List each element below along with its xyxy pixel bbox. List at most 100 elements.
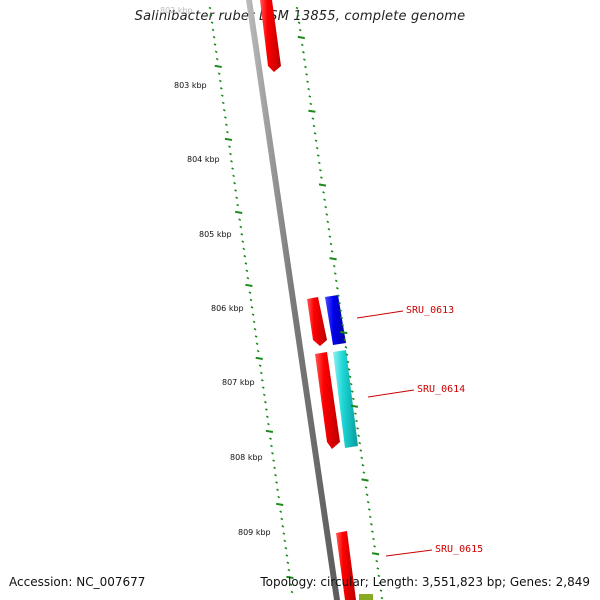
ruler-minor-tick (378, 581, 382, 585)
ruler-minor-tick (290, 590, 294, 594)
genome-backbone (246, 0, 340, 600)
ruler-minor-tick (375, 559, 379, 563)
ruler-minor-tick (372, 537, 375, 541)
ruler-minor-tick (234, 189, 238, 192)
gene-block-sru-0614 (333, 350, 358, 448)
ruler-minor-tick (214, 50, 218, 54)
ruler-minor-tick (284, 546, 288, 550)
ruler-minor-tick (211, 28, 215, 32)
tick-label: 807 kbp (222, 378, 255, 387)
gene-label-sru-0614: SRU_0614 (417, 384, 465, 395)
ruler-minor-tick (208, 6, 212, 10)
ruler-minor-tick (251, 313, 255, 316)
ruler-minor-tick (302, 58, 306, 61)
ruler-minor-tick (322, 191, 326, 194)
label-line-sru-0615 (385, 549, 433, 557)
tick-label: 802 kbp (160, 6, 193, 15)
ruler-minor-tick (276, 488, 280, 492)
ruler-minor-tick (326, 220, 330, 224)
gene-arrow-forward (307, 297, 327, 346)
ruler-minor-tick (345, 353, 349, 356)
ruler-right (295, 6, 384, 600)
ruler-minor-tick (219, 87, 223, 90)
ruler-minor-tick (213, 43, 217, 46)
ruler-minor-tick (379, 589, 383, 592)
gene-arrow-forward (260, 0, 281, 72)
ruler-minor-tick (308, 95, 312, 98)
ruler-major-tick (308, 109, 316, 113)
tick-label: 803 kbp (174, 81, 207, 90)
ruler-minor-tick (264, 408, 268, 411)
ruler-minor-tick (332, 264, 336, 268)
ruler-minor-tick (368, 515, 372, 519)
ruler-minor-tick (258, 364, 262, 367)
ruler-minor-tick (380, 596, 384, 600)
gene-label-sru-0615: SRU_0615 (435, 544, 483, 555)
ruler-minor-tick (330, 250, 334, 253)
ruler-minor-tick (324, 205, 328, 209)
ruler-minor-tick (348, 375, 352, 379)
ruler-minor-tick (298, 28, 302, 32)
gene-arrow-forward (359, 594, 373, 600)
ruler-minor-tick (377, 574, 381, 578)
label-line-sru-0614 (367, 389, 415, 398)
ruler-minor-tick (241, 240, 245, 243)
gene-block-sru-0613 (325, 295, 346, 345)
ruler-minor-tick (316, 154, 320, 157)
ruler-minor-tick (295, 6, 299, 10)
ruler-minor-tick (358, 441, 362, 445)
ruler-minor-tick (218, 79, 222, 83)
ruler-minor-tick (376, 567, 380, 570)
ruler-minor-tick (283, 539, 287, 543)
ruler-minor-tick (266, 422, 270, 426)
ruler-left (208, 6, 294, 594)
ruler-minor-tick (350, 390, 354, 393)
ruler-minor-tick (305, 73, 309, 76)
ruler-major-tick (245, 283, 253, 287)
ruler-minor-tick (238, 218, 242, 221)
tick-label: 808 kbp (230, 453, 263, 462)
ruler-minor-tick (304, 65, 307, 69)
ruler-minor-tick (254, 335, 258, 338)
ruler-minor-tick (313, 132, 317, 135)
ruler-minor-tick (275, 481, 279, 484)
ruler-minor-tick (233, 181, 237, 185)
tick-label: 805 kbp (199, 230, 232, 239)
ruler-minor-tick (349, 382, 353, 386)
ruler-minor-tick (229, 152, 232, 156)
ruler-minor-tick (353, 412, 357, 415)
ruler-minor-tick (223, 116, 227, 119)
gene-label-sru-0613: SRU_0613 (406, 305, 454, 316)
ruler-minor-tick (242, 247, 246, 251)
ruler-minor-tick (334, 279, 338, 283)
ruler-minor-tick (341, 323, 345, 327)
ruler-minor-tick (235, 196, 239, 200)
ruler-minor-tick (246, 276, 250, 280)
ruler-minor-tick (249, 298, 253, 302)
ruler-minor-tick (355, 419, 358, 423)
ruler-minor-tick (243, 254, 247, 258)
ruler-minor-tick (225, 130, 229, 134)
ruler-minor-tick (239, 225, 243, 229)
ruler-minor-tick (210, 21, 214, 24)
gene-arrow-forward (336, 531, 356, 600)
ruler-minor-tick (279, 510, 283, 513)
ruler-minor-tick (236, 203, 240, 207)
ruler-minor-tick (274, 473, 278, 477)
ruler-minor-tick (286, 561, 290, 565)
ruler-minor-tick (273, 466, 277, 470)
ruler-minor-tick (361, 463, 365, 467)
tick-label: 809 kbp (238, 528, 271, 537)
ruler-major-tick (255, 356, 263, 360)
ruler-minor-tick (300, 43, 304, 47)
ruler-minor-tick (333, 272, 337, 275)
ruler-minor-tick (309, 102, 313, 106)
ruler-minor-tick (248, 291, 252, 294)
map-title: Salinibacter ruber DSM 13855, complete g… (134, 9, 466, 24)
ruler-minor-tick (221, 101, 225, 105)
ruler-minor-tick (340, 316, 344, 320)
ruler-minor-tick (232, 174, 236, 178)
ruler-minor-tick (220, 94, 224, 97)
gene-arrow-forward (315, 352, 340, 449)
